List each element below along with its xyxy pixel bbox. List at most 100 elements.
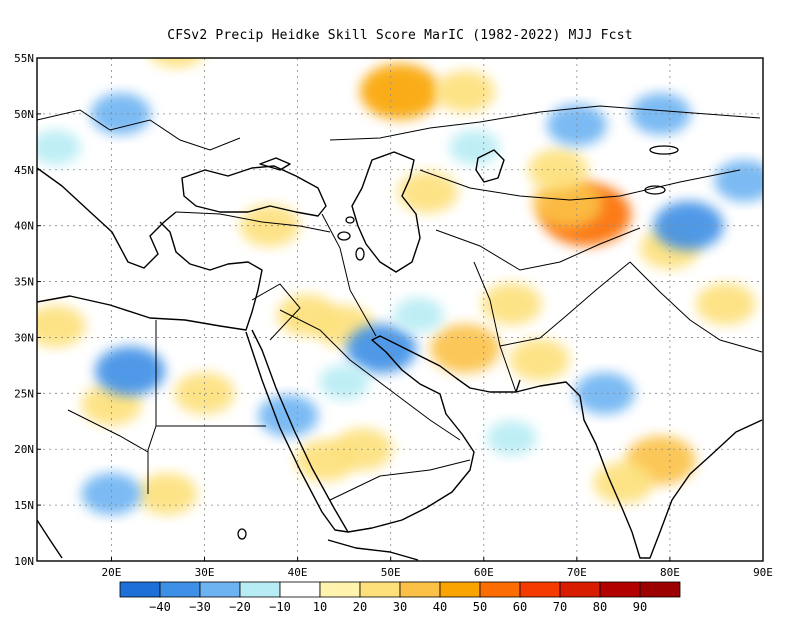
europe-borders <box>37 109 241 151</box>
colorbar-label: −10 <box>269 600 291 614</box>
russia-kazakhstan-border <box>329 105 761 141</box>
lon-tick-label: 30E <box>195 566 215 579</box>
lat-tick-label: 40N <box>14 220 34 233</box>
skill-region-4 <box>239 204 300 247</box>
colorbar-swatch <box>319 581 361 598</box>
skill-region-8 <box>509 338 570 381</box>
lon-tick-label: 60E <box>474 566 494 579</box>
south-asia-coast <box>515 381 763 559</box>
skill-region-30 <box>95 346 166 396</box>
skill-region-31 <box>81 472 142 515</box>
colorbar-label: 10 <box>313 600 327 614</box>
lat-tick-label: 55N <box>14 52 34 65</box>
africa-west-coast <box>37 519 63 559</box>
colorbar-swatch <box>239 581 281 598</box>
colorbar-swatch <box>439 581 481 598</box>
coastlines <box>37 149 763 561</box>
iran-afghanistan-border <box>473 261 517 393</box>
skill-region-26 <box>630 92 691 135</box>
colorbar-swatch <box>599 581 641 598</box>
colorbar-label: 20 <box>353 600 367 614</box>
colorbar: −40 −30 −20 −10 10 20 30 40 50 60 70 80 90 <box>119 581 681 614</box>
caspian-coast <box>351 151 421 273</box>
colorbar-label: 40 <box>433 600 447 614</box>
colorbar-swatch <box>119 581 161 598</box>
skill-region-29 <box>393 297 444 333</box>
lat-tick-label: 35N <box>14 276 34 289</box>
lake-van <box>337 231 351 241</box>
colorbar-swatch <box>479 581 521 598</box>
lake-issyk-kul <box>644 185 666 195</box>
colorbar-label: 70 <box>553 600 567 614</box>
colorbar-label: −40 <box>149 600 171 614</box>
horn-coast <box>327 539 419 561</box>
lat-tick-label: 20N <box>14 443 34 456</box>
skill-region-36 <box>319 364 370 400</box>
yemen-border <box>329 459 471 501</box>
lon-tick-label: 40E <box>288 566 308 579</box>
lake-tana <box>237 528 247 540</box>
balkans-coast <box>37 167 177 269</box>
libya-chad-border <box>147 425 157 494</box>
iran-iraq-border <box>321 213 377 337</box>
lon-tick-label: 20E <box>102 566 122 579</box>
colorbar-label: 50 <box>473 600 487 614</box>
colorbar-label: −30 <box>189 600 211 614</box>
skill-region-37 <box>486 420 537 456</box>
skill-region-18 <box>174 372 235 415</box>
skill-region-33 <box>574 372 635 415</box>
niger-libya-border <box>67 409 149 453</box>
lat-tick-label: 10N <box>14 555 34 568</box>
skill-region-20 <box>151 58 203 68</box>
lon-tick-label: 80E <box>660 566 680 579</box>
colorbar-label: 80 <box>593 600 607 614</box>
lat-tick-label: 25N <box>14 387 34 400</box>
lat-tick-label: 15N <box>14 499 34 512</box>
lon-tick-label: 50E <box>381 566 401 579</box>
skill-region-9 <box>430 324 501 374</box>
colorbar-swatch <box>159 581 201 598</box>
skill-region-22 <box>481 282 542 325</box>
skill-region-23 <box>90 92 151 135</box>
lake-sevan <box>345 216 355 224</box>
colorbar-swatch <box>199 581 241 598</box>
colorbar-label: 90 <box>633 600 647 614</box>
colorbar-label: 30 <box>393 600 407 614</box>
lon-tick-label: 70E <box>567 566 587 579</box>
skill-region-17 <box>137 472 198 515</box>
skill-region-35 <box>37 129 81 165</box>
colorbar-swatch <box>279 581 321 598</box>
lon-tick-label: 90E <box>753 566 773 579</box>
turkey-border <box>175 211 331 233</box>
kazakhstan-border <box>419 169 741 201</box>
lake-balkhash <box>649 145 679 155</box>
skill-region-11 <box>276 294 337 337</box>
colorbar-swatch <box>519 581 561 598</box>
colorbar-label: −20 <box>229 600 251 614</box>
skill-region-6 <box>528 148 589 191</box>
skill-region-0 <box>360 63 440 120</box>
india-china-border <box>629 261 763 353</box>
colorbar-label: 60 <box>513 600 527 614</box>
skill-score-field <box>37 58 763 515</box>
skill-region-21 <box>695 282 756 325</box>
colorbar-swatch <box>359 581 401 598</box>
skill-region-3 <box>435 70 496 113</box>
plot-frame <box>36 57 764 562</box>
colorbar-swatch <box>399 581 441 598</box>
skill-region-19 <box>37 305 86 348</box>
skill-region-27 <box>653 201 724 251</box>
jordan-border <box>251 283 301 341</box>
political-borders <box>37 105 763 501</box>
afghanistan-pakistan-border <box>499 261 631 347</box>
central-asia-border <box>435 227 641 271</box>
colorbar-swatch <box>639 581 681 598</box>
aral-coast <box>475 149 505 183</box>
lat-tick-label: 30N <box>14 331 34 344</box>
saudi-border <box>279 309 461 441</box>
lat-tick-label: 45N <box>14 164 34 177</box>
colorbar-swatch <box>559 581 601 598</box>
axes: 55N 50N 45N 40N 35N 30N 25N 20N 15N 10N 20E 30E 40E 5… <box>14 52 773 579</box>
skill-region-2 <box>532 178 603 228</box>
